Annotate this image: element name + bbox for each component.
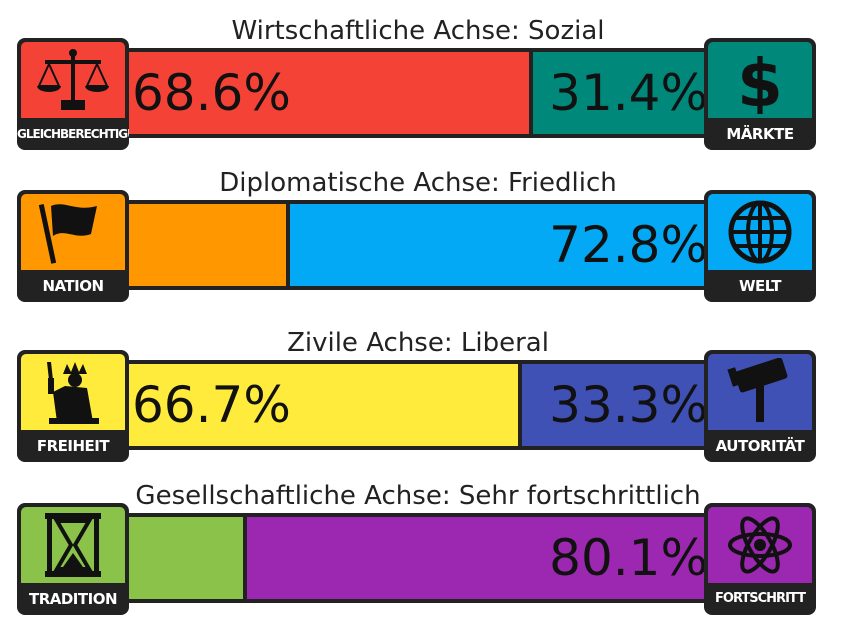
- left-pole-label: TRADITION: [28, 590, 118, 608]
- scales-icon: [37, 49, 109, 110]
- axis-title: Gesellschaftliche Achse: Sehr fortschrit…: [135, 481, 701, 511]
- right-icon-card: WELT: [704, 190, 816, 302]
- left-icon-card: NATION: [17, 190, 129, 302]
- atom-icon: [728, 516, 792, 574]
- left-percent-label: 66.7%: [132, 376, 291, 434]
- axis-bar: 66.7% 33.3%: [122, 360, 718, 450]
- left-pole-label: FREIHEIT: [36, 437, 110, 455]
- liberty-icon: [47, 362, 99, 424]
- left-percent-label: 68.6%: [132, 64, 291, 122]
- left-pole-label: GLEICHBERECHTIGUNG: [17, 127, 129, 141]
- dollar-icon: $: [737, 46, 783, 114]
- left-icon-card: GLEICHBERECHTIGUNG: [17, 38, 129, 150]
- right-icon-card: FORTSCHRITT: [704, 503, 816, 615]
- axis-title: Zivile Achse: Liberal: [287, 328, 549, 358]
- right-percent-label: 80.1%: [549, 529, 708, 587]
- right-pole-label: AUTORITÄT: [715, 437, 805, 455]
- bar-right-segment: 31.4%: [533, 52, 714, 134]
- bar-right-segment: 33.3%: [522, 364, 714, 446]
- right-percent-label: 31.4%: [549, 64, 708, 122]
- bar-left-segment: 68.6%: [126, 52, 529, 134]
- right-pole-label: WELT: [738, 277, 782, 295]
- bar-right-segment: 80.1%: [247, 517, 714, 599]
- axis-bar: 80.1%: [122, 513, 718, 603]
- bar-left-segment: [126, 204, 286, 286]
- right-pole-label: MÄRKTE: [726, 125, 794, 143]
- right-icon-card: AUTORITÄT: [704, 350, 816, 462]
- axis-bar: 68.6% 31.4%: [122, 48, 718, 138]
- axis-diplomatic: Diplomatische Achse: Friedlich 72.8% NAT…: [0, 156, 846, 302]
- left-pole-label: NATION: [42, 277, 104, 295]
- left-icon-card: FREIHEIT: [17, 350, 129, 462]
- right-pole-label: FORTSCHRITT: [715, 591, 806, 606]
- right-percent-label: 33.3%: [549, 376, 708, 434]
- right-percent-label: 72.8%: [549, 216, 708, 274]
- bar-left-segment: 66.7%: [126, 364, 518, 446]
- axis-economic: Wirtschaftliche Achse: Sozial 68.6% 31.4…: [0, 4, 846, 150]
- gavel-icon: [727, 358, 788, 422]
- bar-right-segment: 72.8%: [290, 204, 714, 286]
- axis-civil: Zivile Achse: Liberal 66.7% 33.3% FREIHE…: [0, 316, 846, 462]
- bar-left-segment: [126, 517, 243, 599]
- axis-title: Diplomatische Achse: Friedlich: [219, 168, 617, 198]
- right-icon-card: $ MÄRKTE: [704, 38, 816, 150]
- axis-societal: Gesellschaftliche Achse: Sehr fortschrit…: [0, 469, 846, 615]
- hourglass-icon: [45, 513, 101, 577]
- flag-icon: [38, 204, 97, 264]
- axis-bar: 72.8%: [122, 200, 718, 290]
- svg-text:$: $: [737, 46, 783, 114]
- globe-icon: [728, 200, 792, 264]
- left-icon-card: TRADITION: [17, 503, 129, 615]
- axis-title: Wirtschaftliche Achse: Sozial: [231, 16, 605, 46]
